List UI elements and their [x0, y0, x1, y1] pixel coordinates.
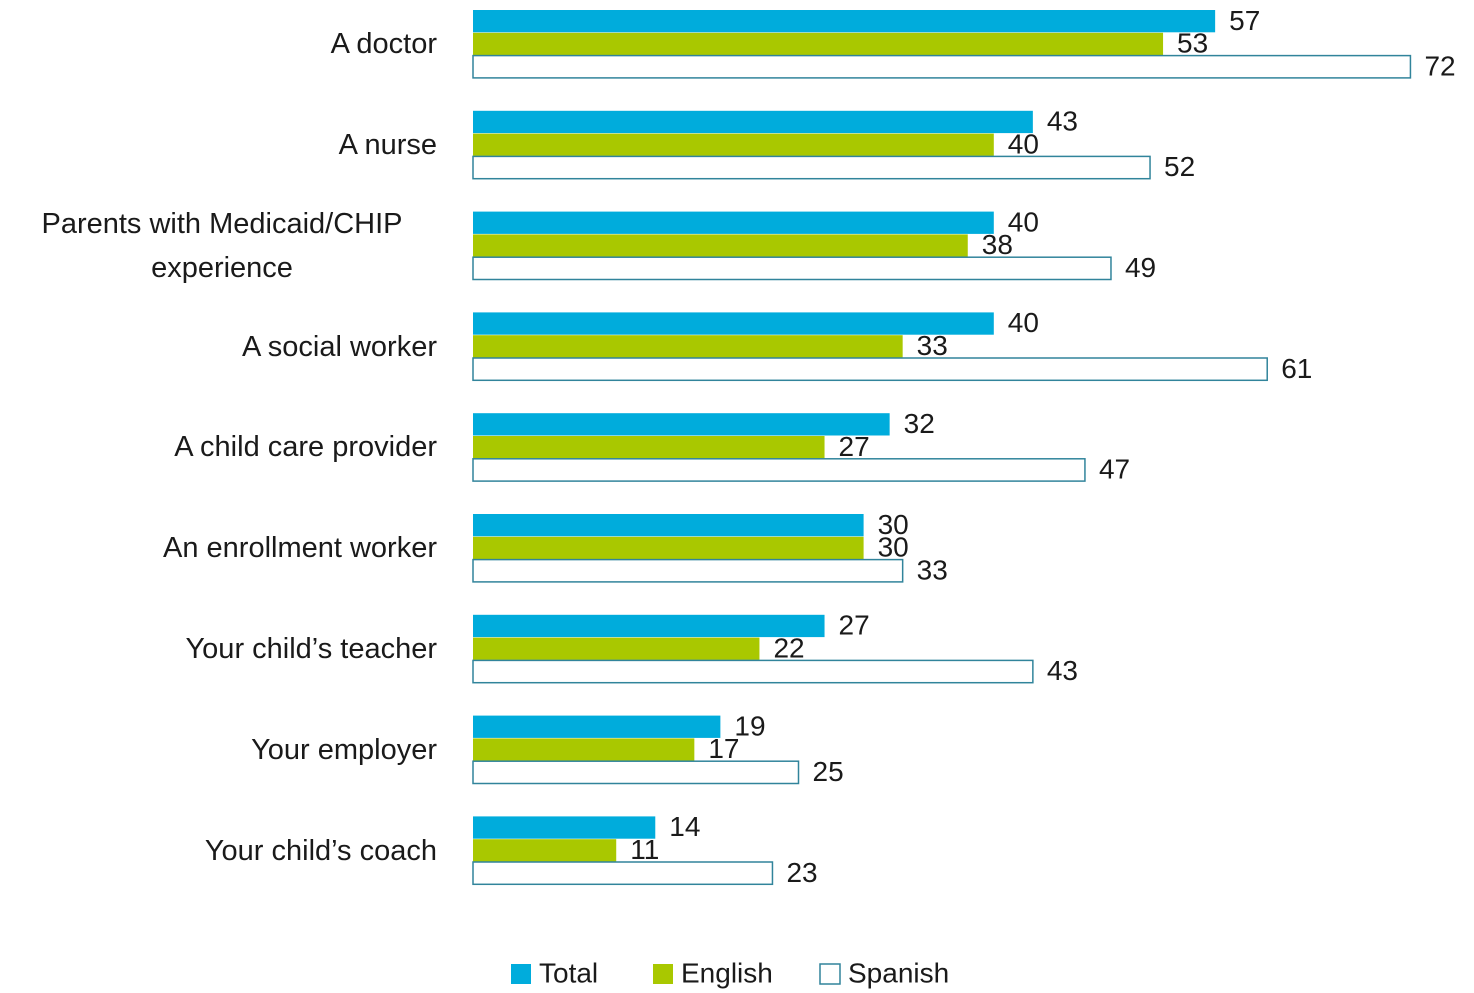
- value-label: 11: [630, 834, 659, 865]
- legend-swatch: [511, 964, 531, 984]
- value-label: 33: [917, 554, 948, 585]
- value-label: 40: [1008, 128, 1039, 159]
- value-label: 17: [708, 733, 739, 764]
- bar: [472, 760, 800, 785]
- category-text: Parents with Medicaid/CHIP experience: [41, 207, 403, 284]
- bar: [472, 54, 1412, 79]
- category-label: A doctor: [0, 0, 437, 88]
- bar: [473, 413, 890, 436]
- value-label: 23: [786, 857, 817, 888]
- bar: [473, 211, 994, 234]
- category-label: A social worker: [0, 302, 437, 390]
- bar: [473, 839, 617, 862]
- bar: [473, 133, 994, 156]
- bar: [472, 861, 774, 886]
- bar: [472, 458, 1086, 482]
- value-label: 40: [1008, 307, 1039, 338]
- bar: [473, 335, 903, 358]
- value-label: 38: [982, 229, 1013, 260]
- category-text: A child care provider: [174, 431, 437, 464]
- bar: [473, 436, 825, 459]
- value-label: 30: [878, 532, 909, 563]
- value-label: 43: [1047, 106, 1078, 137]
- value-label: 33: [917, 330, 948, 361]
- bar: [472, 155, 1151, 180]
- category-label: Parents with Medicaid/CHIP experience: [0, 202, 437, 290]
- value-label: 52: [1164, 151, 1195, 182]
- category-label: Your employer: [0, 706, 437, 794]
- bar: [473, 536, 864, 560]
- category-label: A child care provider: [0, 403, 437, 491]
- legend-label: Total: [539, 957, 598, 988]
- legend-swatch: [653, 964, 673, 984]
- category-label: An enrollment worker: [0, 504, 437, 592]
- bar: [473, 715, 721, 738]
- value-label: 22: [773, 632, 804, 663]
- bar: [472, 256, 1112, 281]
- value-label: 43: [1047, 655, 1078, 686]
- value-label: 30: [878, 509, 909, 540]
- bar: [473, 637, 760, 660]
- value-label: 40: [1008, 206, 1039, 237]
- category-text: Your child’s coach: [204, 834, 437, 867]
- category-text: A social worker: [241, 330, 437, 363]
- category-text: An enrollment worker: [163, 532, 437, 565]
- value-label: 72: [1424, 50, 1455, 81]
- bar: [473, 738, 695, 761]
- bar: [473, 234, 968, 257]
- value-label: 57: [1229, 5, 1260, 36]
- bar: [473, 10, 1216, 33]
- category-text: A nurse: [338, 128, 437, 161]
- category-label: Your child’s teacher: [0, 605, 438, 693]
- category-text: A doctor: [330, 28, 437, 61]
- bar: [473, 614, 825, 638]
- value-label: 25: [813, 756, 844, 787]
- bar: [473, 514, 864, 537]
- category-text: Your employer: [251, 733, 437, 766]
- category-text: Your child’s teacher: [185, 632, 438, 665]
- value-label: 49: [1125, 252, 1156, 283]
- value-label: 53: [1177, 28, 1208, 59]
- bar: [473, 312, 994, 335]
- value-label: 61: [1281, 353, 1312, 384]
- bar: [473, 816, 656, 839]
- bar: [473, 110, 1033, 134]
- value-label: 14: [669, 811, 700, 842]
- category-label: Your child’s coach: [0, 806, 437, 894]
- bar: [472, 558, 904, 583]
- legend-label: English: [681, 957, 773, 988]
- bar: [472, 659, 1034, 684]
- value-label: 32: [904, 408, 935, 439]
- value-label: 19: [734, 710, 765, 741]
- bar: [472, 357, 1268, 382]
- bar: [473, 32, 1164, 56]
- legend-label: Spanish: [848, 957, 949, 988]
- value-label: 47: [1099, 454, 1130, 485]
- value-label: 27: [839, 431, 870, 462]
- legend-swatch: [819, 963, 841, 985]
- value-label: 27: [839, 610, 870, 641]
- category-label: A nurse: [0, 101, 437, 189]
